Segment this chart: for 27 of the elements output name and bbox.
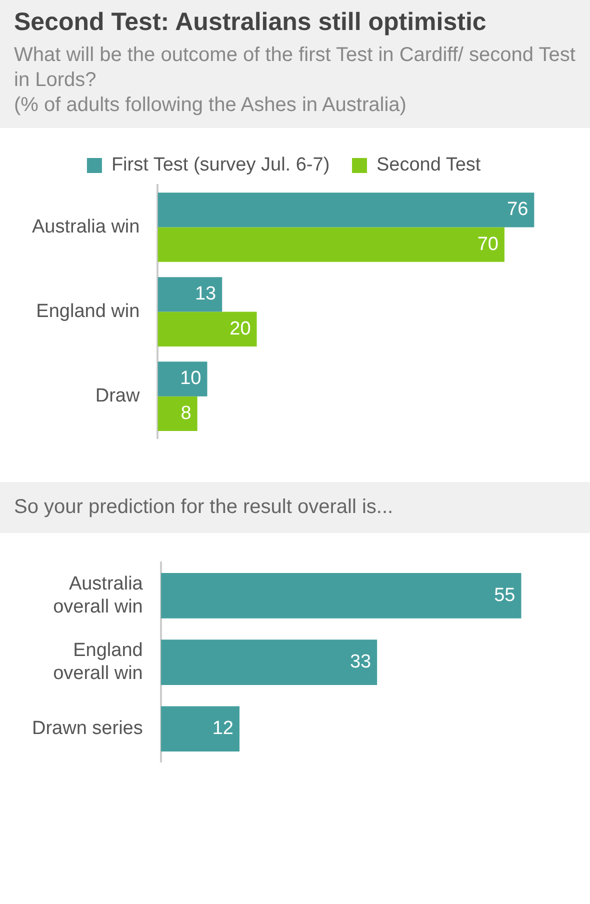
bar [158,312,257,346]
y-tick-label: Drawn series [32,718,143,740]
data-label: 8 [180,402,192,424]
data-label: 10 [180,368,202,390]
chart-title: Second Test: Australians still optimistic [14,8,488,37]
bar [158,192,534,228]
text: (% of adults following the Ashes in Australia) [14,93,408,118]
data-label: 20 [230,318,251,340]
data-label: 70 [477,234,498,255]
data-label: 13 [194,284,216,305]
y-tick-label: Australia win [32,216,140,238]
bar [158,396,198,431]
data-label: 55 [494,584,516,606]
chart-subtitle: What will be the outcome of the first Test in Cardiff/ second Test in Lords? [14,43,576,93]
data-label: 33 [350,652,372,673]
bar [158,277,222,312]
data-label: 76 [507,199,528,220]
y-tick-label: England overall win [53,640,143,684]
bar [158,362,208,396]
y-tick-label: Draw [95,386,140,407]
y-tick-label: Australia overall win [53,574,144,618]
legend-label: Second Test [376,154,482,176]
legend-label: First Test (survey Jul. 6-7) [111,154,330,176]
chart-title: So your prediction for the result overall is... [14,496,394,519]
bar [158,227,504,262]
y-tick-label: England win [36,301,140,322]
data-label: 12 [212,718,234,740]
